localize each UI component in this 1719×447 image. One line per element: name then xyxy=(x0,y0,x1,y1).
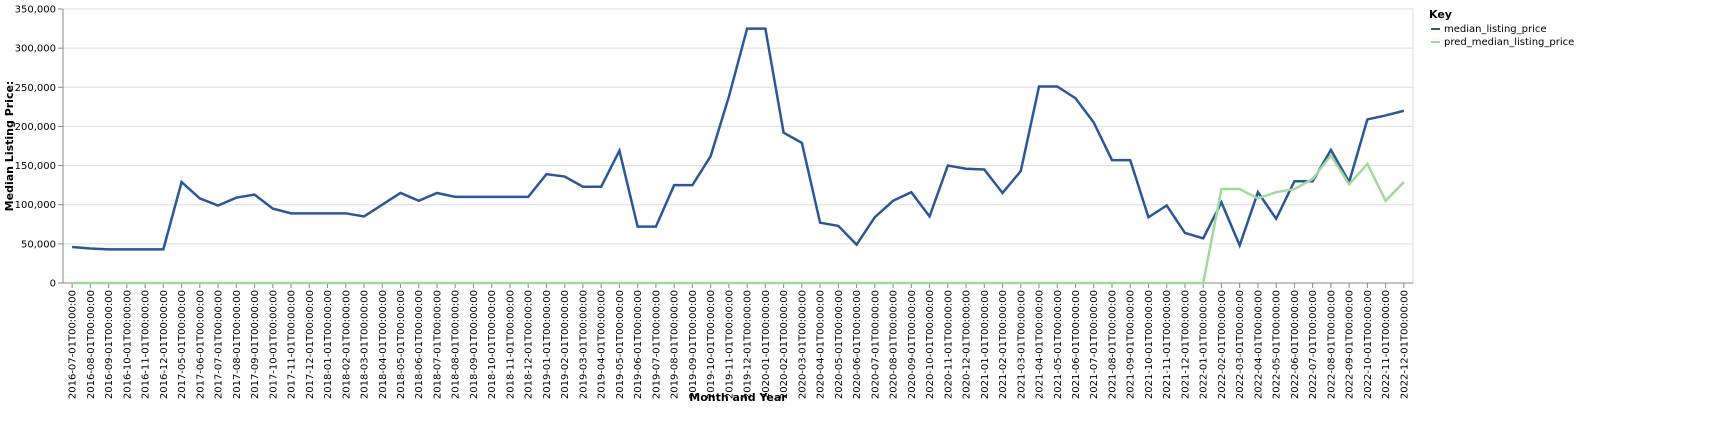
x-tick-label: 2017-10-01T00:00:00 xyxy=(268,290,279,399)
x-tick-label: 2016-09-01T00:00:00 xyxy=(104,290,115,399)
x-tick-label: 2018-03-01T00:00:00 xyxy=(360,290,371,399)
x-tick-label: 2021-01-01T00:00:00 xyxy=(980,290,991,399)
x-tick-label: 2019-11-01T00:00:00 xyxy=(724,290,735,399)
x-tick-label: 2022-08-01T00:00:00 xyxy=(1326,290,1337,399)
x-tick-label: 2020-10-01T00:00:00 xyxy=(925,290,936,399)
x-tick-label: 2018-07-01T00:00:00 xyxy=(432,290,443,399)
x-tick-label: 2018-04-01T00:00:00 xyxy=(378,290,389,399)
x-tick-label: 2019-07-01T00:00:00 xyxy=(651,290,662,399)
legend-title: Key xyxy=(1429,8,1452,21)
x-tick-label: 2020-03-01T00:00:00 xyxy=(797,290,808,399)
x-tick-label: 2020-09-01T00:00:00 xyxy=(907,290,918,399)
x-tick-label: 2022-01-01T00:00:00 xyxy=(1199,290,1210,399)
x-tick-label: 2019-12-01T00:00:00 xyxy=(743,290,754,399)
x-tick-label: 2016-11-01T00:00:00 xyxy=(141,290,152,399)
x-tick-label: 2021-09-01T00:00:00 xyxy=(1126,290,1137,399)
x-tick-label: 2022-05-01T00:00:00 xyxy=(1272,290,1283,399)
x-tick-label: 2018-01-01T00:00:00 xyxy=(323,290,334,399)
series-line xyxy=(72,27,1405,251)
x-tick-label: 2021-12-01T00:00:00 xyxy=(1180,290,1191,399)
x-tick-label: 2022-03-01T00:00:00 xyxy=(1235,290,1246,399)
y-tick-label: 0 xyxy=(50,279,56,290)
x-tick-label: 2016-08-01T00:00:00 xyxy=(86,290,97,399)
x-tick-label: 2017-07-01T00:00:00 xyxy=(214,290,225,399)
x-tick-label: 2020-08-01T00:00:00 xyxy=(889,290,900,399)
x-tick-label: 2019-05-01T00:00:00 xyxy=(615,290,626,399)
x-tick-label: 2022-06-01T00:00:00 xyxy=(1290,290,1301,399)
x-tick-label: 2019-06-01T00:00:00 xyxy=(633,290,644,399)
x-axis-title: Month and Year xyxy=(689,391,787,404)
x-tick-label: 2021-05-01T00:00:00 xyxy=(1053,290,1064,399)
y-axis-title: Median Listing Price: xyxy=(3,81,16,212)
x-tick-label: 2018-02-01T00:00:00 xyxy=(341,290,352,399)
x-tick-label: 2018-05-01T00:00:00 xyxy=(396,290,407,399)
x-tick-label: 2022-02-01T00:00:00 xyxy=(1217,290,1228,399)
x-tick-label: 2020-07-01T00:00:00 xyxy=(870,290,881,399)
x-tick-label: 2020-06-01T00:00:00 xyxy=(852,290,863,399)
x-tick-label: 2016-12-01T00:00:00 xyxy=(159,290,170,399)
x-tick-label: 2018-09-01T00:00:00 xyxy=(469,290,480,399)
x-tick-label: 2016-10-01T00:00:00 xyxy=(122,290,133,399)
x-tick-label: 2020-11-01T00:00:00 xyxy=(943,290,954,399)
x-tick-label: 2020-02-01T00:00:00 xyxy=(779,290,790,399)
legend-label: pred_median_listing_price xyxy=(1444,37,1574,48)
x-tick-label: 2022-07-01T00:00:00 xyxy=(1308,290,1319,399)
legend-label: median_listing_price xyxy=(1444,24,1547,35)
x-tick-label: 2021-11-01T00:00:00 xyxy=(1162,290,1173,399)
x-tick-label: 2019-09-01T00:00:00 xyxy=(688,290,699,399)
y-tick-label: 100,000 xyxy=(15,200,56,211)
y-tick-label: 150,000 xyxy=(15,161,56,172)
y-tick-label: 200,000 xyxy=(15,122,56,133)
x-tick-label: 2019-04-01T00:00:00 xyxy=(597,290,608,399)
x-tick-label: 2018-10-01T00:00:00 xyxy=(487,290,498,399)
x-tick-label: 2021-10-01T00:00:00 xyxy=(1144,290,1155,399)
x-tick-label: 2022-12-01T00:00:00 xyxy=(1399,290,1410,399)
y-tick-label: 350,000 xyxy=(15,5,56,16)
x-tick-label: 2022-04-01T00:00:00 xyxy=(1253,290,1264,399)
x-tick-label: 2021-02-01T00:00:00 xyxy=(998,290,1009,399)
y-tick-label: 50,000 xyxy=(21,239,56,250)
x-tick-label: 2018-11-01T00:00:00 xyxy=(505,290,516,399)
x-tick-label: 2016-07-01T00:00:00 xyxy=(68,290,79,399)
x-tick-label: 2022-09-01T00:00:00 xyxy=(1345,290,1356,399)
x-tick-label: 2019-03-01T00:00:00 xyxy=(578,290,589,399)
x-tick-label: 2021-08-01T00:00:00 xyxy=(1107,290,1118,399)
x-tick-label: 2019-02-01T00:00:00 xyxy=(560,290,571,399)
x-tick-label: 2019-10-01T00:00:00 xyxy=(706,290,717,399)
x-tick-label: 2019-01-01T00:00:00 xyxy=(542,290,553,399)
x-tick-label: 2017-05-01T00:00:00 xyxy=(177,290,188,399)
x-tick-label: 2018-12-01T00:00:00 xyxy=(524,290,535,399)
x-tick-label: 2019-08-01T00:00:00 xyxy=(670,290,681,399)
x-tick-label: 2017-12-01T00:00:00 xyxy=(305,290,316,399)
x-tick-label: 2017-08-01T00:00:00 xyxy=(232,290,243,399)
x-tick-label: 2017-06-01T00:00:00 xyxy=(195,290,206,399)
x-tick-label: 2020-04-01T00:00:00 xyxy=(816,290,827,399)
x-tick-label: 2021-04-01T00:00:00 xyxy=(1035,290,1046,399)
series-line xyxy=(72,153,1405,285)
x-tick-label: 2017-09-01T00:00:00 xyxy=(250,290,261,399)
x-tick-label: 2021-07-01T00:00:00 xyxy=(1089,290,1100,399)
x-tick-label: 2022-11-01T00:00:00 xyxy=(1381,290,1392,399)
x-tick-label: 2018-08-01T00:00:00 xyxy=(451,290,462,399)
y-tick-label: 250,000 xyxy=(15,83,56,94)
x-tick-label: 2017-11-01T00:00:00 xyxy=(287,290,298,399)
x-tick-label: 2018-06-01T00:00:00 xyxy=(414,290,425,399)
x-tick-label: 2021-06-01T00:00:00 xyxy=(1071,290,1082,399)
y-tick-label: 300,000 xyxy=(15,44,56,55)
x-tick-label: 2020-05-01T00:00:00 xyxy=(834,290,845,399)
x-tick-label: 2020-01-01T00:00:00 xyxy=(761,290,772,399)
x-tick-label: 2022-10-01T00:00:00 xyxy=(1363,290,1374,399)
x-tick-label: 2020-12-01T00:00:00 xyxy=(962,290,973,399)
x-tick-label: 2021-03-01T00:00:00 xyxy=(1016,290,1027,399)
